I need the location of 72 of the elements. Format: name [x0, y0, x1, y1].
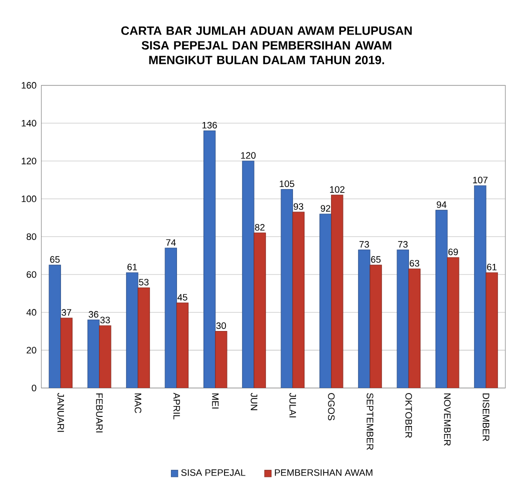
y-tick-label: 100	[22, 196, 36, 202]
data-label: 36	[88, 311, 98, 318]
data-label: 82	[255, 224, 265, 231]
data-label: 74	[166, 239, 176, 246]
x-tick-label: FEBUARI	[96, 394, 103, 432]
data-label: 92	[320, 205, 330, 212]
data-label: 45	[177, 294, 188, 301]
y-tick-label: 20	[26, 347, 36, 354]
bar	[331, 194, 344, 388]
bar	[60, 318, 73, 388]
y-tick-label: 80	[26, 234, 36, 240]
bar	[99, 325, 112, 388]
bar	[370, 264, 382, 388]
bar	[164, 248, 177, 388]
bar	[447, 257, 460, 388]
bar	[474, 185, 486, 388]
bar	[292, 212, 305, 388]
data-label: 120	[241, 152, 256, 159]
x-tick-label: OKTOBER	[405, 393, 412, 438]
bar	[396, 250, 409, 388]
data-label: 53	[138, 279, 149, 286]
data-label: 102	[330, 186, 344, 193]
chart-title: CARTA BAR JUMLAH ADUAN AWAM PELUPUSAN SISA PEPEJAL DAN PEMBERSIHAN AWAM MENGIKUT BULAN DALAM TAHUN 2019.	[121, 26, 412, 64]
x-tick-label: SEPTEMBER	[366, 393, 374, 450]
bar	[435, 210, 448, 388]
legend-label: SISA PEPEJAL	[181, 469, 246, 476]
data-label: 73	[359, 241, 369, 248]
data-label: 33	[100, 316, 110, 324]
data-label: 107	[473, 176, 488, 184]
y-tick-label: 40	[26, 309, 36, 316]
bar	[176, 302, 189, 388]
data-label: 65	[50, 256, 60, 263]
data-label: 65	[371, 256, 381, 263]
bar	[203, 130, 216, 388]
legend-label: PEMBERSIHAN AWAM	[274, 469, 372, 476]
x-tick-label: MAC	[134, 394, 142, 414]
y-tick-label: 0	[32, 384, 36, 392]
bar	[358, 250, 370, 388]
data-label: 61	[127, 264, 137, 270]
bar	[319, 214, 332, 388]
y-tick-label: 120	[22, 158, 36, 164]
x-tick-label: JUN	[250, 393, 258, 410]
bar	[280, 189, 293, 388]
bar	[126, 272, 138, 388]
x-tick-label: OGOS	[328, 393, 335, 420]
bar	[486, 272, 498, 388]
data-label: 63	[410, 260, 420, 267]
x-tick-label: NOVEMBER	[444, 394, 451, 446]
x-tick-label: APRIL	[173, 392, 180, 420]
x-tick-label: JULAI	[289, 393, 296, 418]
data-label: 136	[202, 122, 217, 129]
y-tick-label: 60	[26, 271, 36, 278]
bar	[242, 160, 254, 388]
data-label: 73	[398, 241, 408, 248]
bar	[138, 288, 150, 388]
data-label: 105	[280, 180, 294, 188]
bar	[215, 331, 228, 388]
data-label: 30	[216, 322, 226, 330]
bar	[48, 264, 61, 388]
data-label: 61	[487, 264, 497, 270]
bar	[254, 232, 266, 388]
bar	[408, 268, 421, 388]
y-tick-label: 140	[22, 120, 36, 127]
data-label: 37	[62, 309, 72, 316]
bar	[87, 320, 100, 388]
x-tick-label: JANUARI	[57, 393, 64, 432]
data-label: 94	[436, 201, 446, 208]
x-tick-label: DISEMBER	[482, 394, 490, 442]
data-label: 93	[294, 203, 304, 210]
x-tick-label: MEI	[212, 394, 219, 409]
y-tick-label: 160	[22, 82, 36, 89]
data-label: 69	[448, 248, 458, 256]
